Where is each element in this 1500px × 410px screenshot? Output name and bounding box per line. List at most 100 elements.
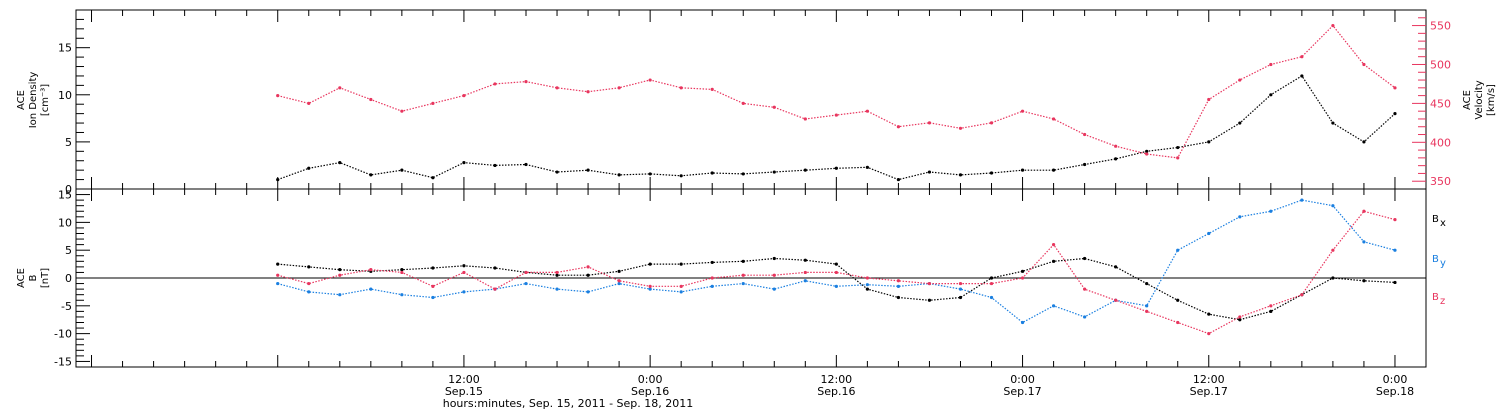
bottom-point-bz: [741, 273, 745, 277]
bottom-point-bx: [679, 262, 683, 266]
top-right-ylabel-line3: [km/s]: [1486, 84, 1497, 116]
top-right-ylabel-line2: Velocity: [1474, 80, 1485, 119]
top-left-ylabel-line2: Ion Density: [28, 72, 39, 129]
bottom-point-bz: [369, 268, 373, 272]
bottom-point-by: [555, 287, 559, 291]
top-right-tick-label: 550: [1430, 20, 1451, 33]
top-point-velocity: [586, 90, 590, 94]
bottom-point-bx: [338, 268, 342, 272]
bottom-point-bx: [648, 262, 652, 266]
top-point-velocity: [1393, 86, 1397, 90]
bottom-point-bz: [989, 281, 994, 286]
top-point-velocity: [1207, 97, 1211, 102]
bottom-point-by: [803, 279, 807, 283]
bottom-point-bz: [1362, 209, 1366, 213]
top-point-ion-density: [710, 171, 714, 175]
bottom-point-bz: [710, 276, 714, 280]
bottom-point-bz: [400, 270, 404, 275]
bottom-left-tick-label: 0: [65, 272, 72, 285]
top-point-velocity: [834, 113, 838, 117]
top-series-velocity-line: [277, 24, 1396, 159]
top-point-velocity: [462, 94, 466, 98]
top-point-ion-density: [958, 173, 963, 177]
bottom-point-bx: [710, 260, 714, 265]
bottom-point-bx: [1238, 318, 1242, 322]
top-point-velocity: [400, 109, 404, 113]
bottom-point-bx: [555, 273, 559, 277]
top-point-velocity: [555, 86, 559, 90]
bottom-point-bz: [865, 276, 869, 280]
top-point-velocity: [1300, 55, 1304, 59]
top-point-ion-density: [1207, 140, 1211, 144]
top-left-tick-label: 15: [58, 42, 72, 55]
bottom-point-bz: [555, 270, 559, 275]
x-tick-label-date: Sep.16: [817, 385, 855, 398]
top-point-velocity: [307, 101, 311, 105]
bottom-point-by: [1051, 304, 1056, 308]
top-point-ion-density: [276, 177, 280, 182]
bottom-point-bx: [741, 259, 745, 263]
bottom-point-bz: [1176, 320, 1180, 325]
top-point-velocity: [1269, 62, 1273, 67]
bottom-point-bx: [586, 273, 590, 277]
top-series-ion-density-line: [277, 75, 1396, 181]
top-point-ion-density: [431, 176, 435, 180]
legend-bx: B x: [1432, 214, 1446, 229]
top-point-velocity: [1145, 152, 1149, 156]
bottom-series-group: [276, 198, 1397, 336]
bottom-point-bx: [1051, 259, 1056, 263]
bottom-point-bx: [493, 266, 497, 270]
bottom-point-bx: [1083, 256, 1087, 261]
bottom-point-bz: [1114, 298, 1118, 302]
top-point-velocity: [989, 121, 994, 125]
bottom-point-by: [1145, 304, 1149, 308]
bottom-point-by: [679, 290, 683, 294]
bottom-point-by: [276, 281, 280, 286]
legend-bz-label: B: [1432, 292, 1439, 303]
bottom-point-by: [400, 293, 404, 297]
bottom-point-bz: [648, 284, 652, 288]
bottom-point-bz: [586, 265, 590, 269]
bottom-point-bz: [338, 273, 342, 277]
top-point-velocity: [1020, 109, 1025, 113]
bottom-point-by: [648, 287, 652, 291]
bottom-point-bz: [927, 281, 932, 286]
top-point-velocity: [927, 121, 932, 125]
top-point-velocity: [896, 125, 901, 129]
bottom-point-bz: [803, 270, 807, 275]
bottom-point-bx: [1114, 265, 1118, 269]
bottom-point-bx: [307, 265, 311, 269]
top-point-velocity: [493, 82, 497, 86]
top-point-velocity: [648, 78, 652, 82]
top-point-ion-density: [834, 166, 838, 170]
top-point-ion-density: [555, 170, 559, 174]
top-point-velocity: [338, 86, 342, 90]
bottom-point-by: [1269, 209, 1273, 213]
bottom-point-bx: [927, 298, 932, 302]
bottom-point-bx: [1020, 269, 1025, 273]
bottom-point-bx: [276, 262, 280, 266]
top-point-ion-density: [1300, 74, 1304, 78]
bottom-point-bz: [1083, 287, 1087, 291]
bottom-point-by: [524, 281, 528, 286]
top-point-ion-density: [586, 168, 590, 172]
x-tick-label-time: 12:00: [448, 373, 480, 386]
bottom-point-bz: [307, 281, 311, 286]
bottom-point-by: [462, 290, 466, 294]
bottom-left-tick-label: 15: [58, 189, 72, 202]
bottom-point-by: [1020, 320, 1025, 325]
legend-by-label: B: [1432, 254, 1439, 265]
top-point-ion-density: [1331, 121, 1335, 125]
top-right-ylabel: ACE Velocity [km/s]: [1462, 80, 1497, 119]
bottom-point-bz: [1238, 315, 1242, 319]
top-point-ion-density: [989, 171, 994, 175]
bottom-point-bx: [617, 269, 621, 273]
top-point-velocity: [772, 105, 776, 109]
top-left-tick-label: 0: [65, 183, 72, 196]
top-point-ion-density: [1145, 149, 1149, 153]
bottom-point-bx: [772, 256, 776, 261]
top-point-velocity: [276, 94, 280, 98]
bottom-point-bz: [431, 284, 435, 288]
bottom-point-bx: [1269, 309, 1273, 313]
top-point-ion-density: [679, 174, 683, 178]
